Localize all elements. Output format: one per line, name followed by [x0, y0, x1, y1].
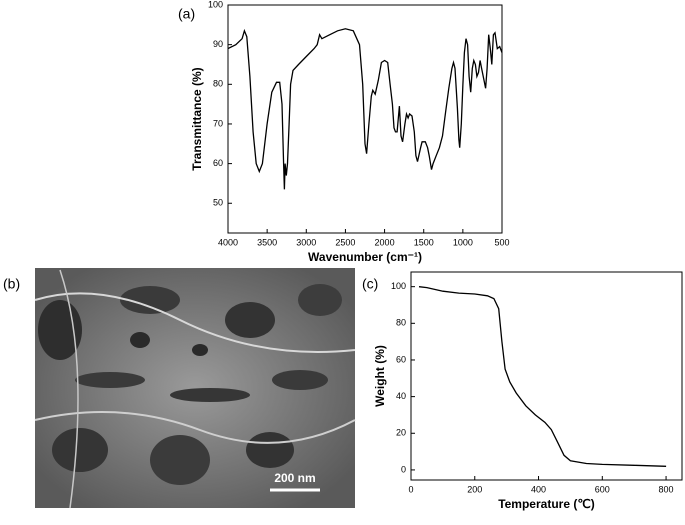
- x-tick-label: 200: [467, 484, 482, 494]
- x-tick-label: 3000: [296, 237, 316, 247]
- x-tick-label: 800: [659, 484, 674, 494]
- x-tick-label: 0: [408, 484, 413, 494]
- x-tick-label: 2000: [375, 237, 395, 247]
- scale-bar-label: 200 nm: [274, 471, 315, 485]
- plot-frame: [227, 4, 503, 234]
- panel-label: (c): [362, 276, 378, 292]
- x-tick-label: 1000: [453, 237, 473, 247]
- y-axis-label: Weight (%): [373, 345, 387, 407]
- y-tick-label: 70: [213, 118, 223, 128]
- y-tick-label: 60: [396, 354, 406, 364]
- y-tick-label: 60: [213, 158, 223, 168]
- data-line: [227, 28, 503, 190]
- y-tick-label: 100: [391, 281, 406, 291]
- y-tick-label: 20: [396, 428, 406, 438]
- data-line: [418, 286, 667, 467]
- plot-frame: [410, 271, 683, 481]
- x-tick-label: 400: [531, 484, 546, 494]
- x-axis-label: Wavenumber (cm⁻¹): [308, 250, 422, 264]
- x-tick-label: 600: [595, 484, 610, 494]
- x-axis-label: Temperature (℃): [498, 497, 595, 511]
- y-axis-label: Transmittance (%): [190, 67, 204, 170]
- x-tick-label: 500: [494, 237, 509, 247]
- y-tick-label: 40: [396, 391, 406, 401]
- panel-label: (b): [3, 276, 20, 292]
- x-tick-label: 3500: [257, 237, 277, 247]
- sem-image: 200 nm: [34, 268, 356, 509]
- panel-label: (a): [178, 6, 195, 22]
- x-tick-label: 1500: [414, 237, 434, 247]
- y-tick-label: 90: [213, 39, 223, 49]
- y-tick-label: 100: [208, 0, 223, 9]
- y-tick-label: 80: [213, 79, 223, 89]
- y-tick-label: 0: [401, 464, 406, 474]
- y-tick-label: 50: [213, 198, 223, 208]
- y-tick-label: 80: [396, 318, 406, 328]
- x-tick-label: 4000: [218, 237, 238, 247]
- x-tick-label: 2500: [335, 237, 355, 247]
